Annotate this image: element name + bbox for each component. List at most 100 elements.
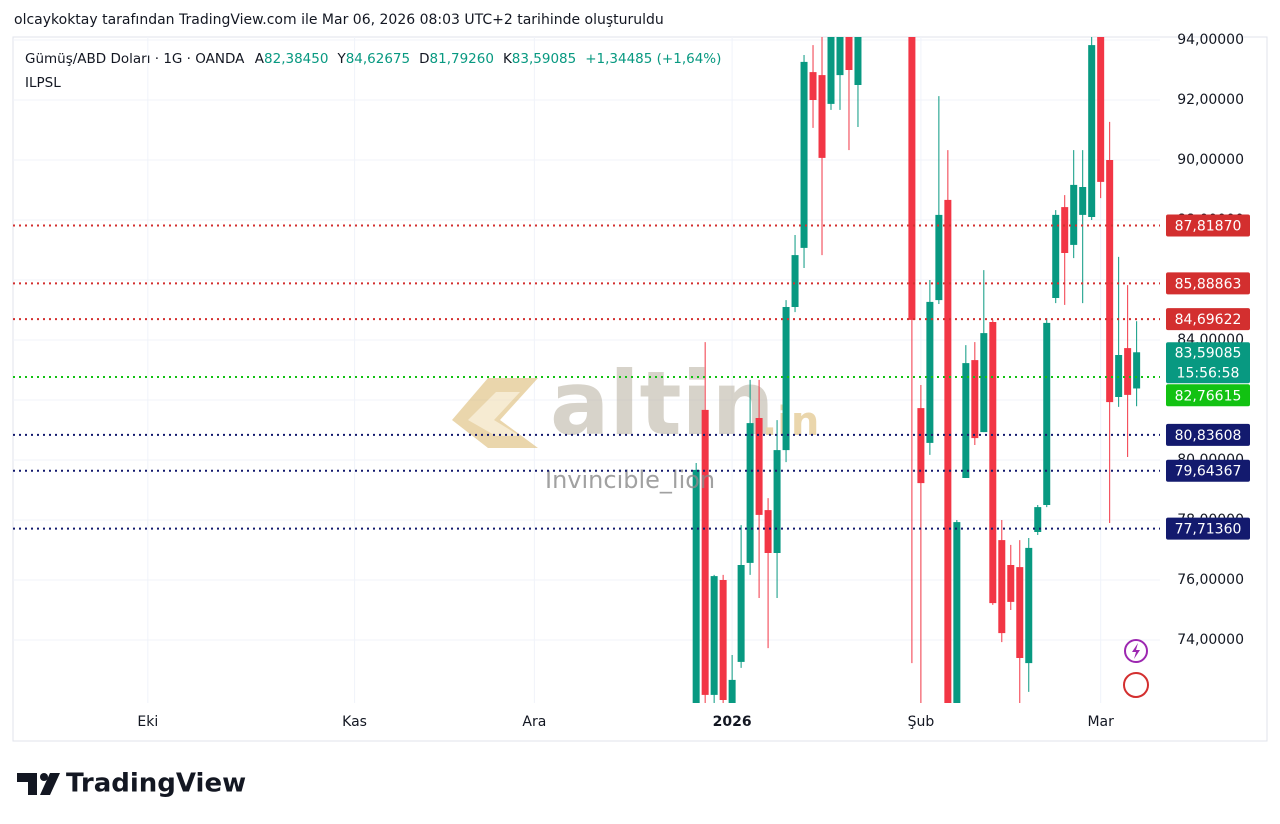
countdown-label: 15:56:58 <box>1177 365 1240 381</box>
candle-body <box>710 576 718 695</box>
price-level-label-box <box>1166 308 1250 331</box>
candle-body <box>953 522 961 703</box>
footer-logo: TradingView <box>17 769 246 799</box>
grid <box>13 37 1160 703</box>
watermark-logo-mark-inner <box>468 392 520 436</box>
price-level-label: 82,76615 <box>1175 388 1242 404</box>
candle-body <box>1088 45 1096 217</box>
legend-symbol: Gümüş/ABD Doları · 1G · OANDA <box>25 51 245 67</box>
candle-body <box>1025 547 1033 664</box>
x-tick-label: Mar <box>1087 714 1114 730</box>
brand: TradingView <box>66 769 246 799</box>
price-level-label-box <box>1166 459 1250 482</box>
price-level-label: 79,64367 <box>1175 464 1242 480</box>
legend-value: 83,59085 <box>512 51 576 67</box>
x-tick-label: Eki <box>137 714 158 730</box>
price-level-label: 84,69622 <box>1175 312 1242 328</box>
legend-value: 82,38450 <box>264 51 328 67</box>
candle-body <box>908 37 916 320</box>
watermark-logo: altin <box>550 352 774 455</box>
legend-change: +1,34485 (+1,64%) <box>585 51 721 67</box>
candle-body <box>971 360 979 439</box>
candle-body <box>1106 160 1114 403</box>
y-tick-label: 92,00000 <box>1177 92 1244 108</box>
price-level-label-box <box>1166 272 1250 295</box>
candle-body <box>854 37 862 85</box>
candle-body <box>1052 214 1060 298</box>
candle-body <box>701 409 709 695</box>
candle-body <box>980 333 988 433</box>
x-tick-label: 2026 <box>713 714 752 730</box>
logo-shape <box>17 773 37 795</box>
candle-body <box>1133 352 1141 389</box>
candle-body <box>1061 207 1069 253</box>
candle-body <box>1007 565 1015 602</box>
indicator-label: ILPSL <box>25 75 61 91</box>
event-icon-bolt <box>1132 643 1140 659</box>
price-level-label-box <box>1166 423 1250 446</box>
candle-body <box>962 363 970 478</box>
candle-body <box>935 214 943 301</box>
candle-body <box>845 37 853 70</box>
candle-body <box>764 510 772 553</box>
candle-body <box>926 301 934 443</box>
candle-body <box>836 37 844 76</box>
event-icons <box>1123 639 1149 698</box>
x-tick-label: Ara <box>522 714 546 730</box>
y-tick-label: 74,00000 <box>1177 632 1244 648</box>
candle-body <box>737 565 745 662</box>
legend-value: 81,79260 <box>430 51 494 67</box>
x-tick-label: Şub <box>908 714 935 730</box>
price-level-label-box <box>1166 214 1250 237</box>
candle-body <box>791 255 799 307</box>
last-price-label: 83,59085 <box>1175 345 1242 361</box>
price-level-label: 85,88863 <box>1175 276 1242 292</box>
last-price-box <box>1166 342 1250 384</box>
price-level-label-box <box>1166 384 1250 407</box>
candle-body <box>1016 567 1024 658</box>
caption: olcaykoktay tarafından TradingView.com i… <box>14 12 664 28</box>
chart-frame <box>12 36 1268 742</box>
candle-body <box>818 75 826 158</box>
legend-key: Y <box>336 51 346 67</box>
candle-body <box>944 199 952 703</box>
legend: Gümüş/ABD Doları · 1G · OANDA A82,38450 Y8… <box>25 51 721 67</box>
candle-body <box>746 423 754 563</box>
candle-body <box>827 37 835 104</box>
price-level-label: 77,71360 <box>1175 522 1242 538</box>
candle-body <box>800 61 808 248</box>
candle-body <box>1034 507 1042 532</box>
price-level-label: 80,83608 <box>1175 428 1242 444</box>
y-tick-label: 76,00000 <box>1177 572 1244 588</box>
watermark-author: Invincible_lion <box>545 466 715 494</box>
candle-body <box>1043 322 1051 505</box>
watermark: altin .in <box>452 352 819 455</box>
candle-body <box>1079 187 1087 215</box>
candle-body <box>989 322 997 604</box>
candle-body <box>773 450 781 553</box>
candle-body <box>1124 348 1132 395</box>
candle-body <box>917 408 925 484</box>
price-level-label-box <box>1166 517 1250 540</box>
x-tick-label: Kas <box>342 714 367 730</box>
flag-icon <box>1123 672 1149 698</box>
legend-key: A <box>255 51 265 67</box>
legend-key: D <box>419 51 429 67</box>
y-tick-label: 90,00000 <box>1177 152 1244 168</box>
watermark-logo-suffix: .in <box>762 399 819 445</box>
legend-value: 84,62675 <box>346 51 410 67</box>
candle-body <box>728 679 736 703</box>
logo-slash <box>40 773 60 795</box>
legend-key: K <box>503 51 513 67</box>
candle-body <box>809 72 817 100</box>
candle-body <box>1070 184 1078 245</box>
price-level-label: 87,81870 <box>1175 218 1242 234</box>
logo-dot <box>40 773 48 781</box>
candle-body <box>719 580 727 700</box>
candles <box>692 37 1141 703</box>
y-tick-label: 94,00000 <box>1177 32 1244 48</box>
candle-body <box>1115 355 1123 397</box>
candle-body <box>998 540 1006 634</box>
